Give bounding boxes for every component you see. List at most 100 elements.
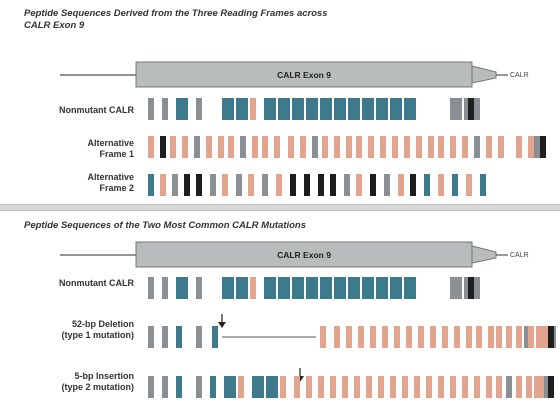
peptide-bar bbox=[474, 98, 480, 120]
peptide-bar bbox=[176, 277, 188, 299]
peptide-bar bbox=[464, 98, 470, 120]
peptide-bar bbox=[468, 277, 474, 299]
peptide-bar bbox=[290, 174, 296, 196]
panel-a-tail-label: CALR bbox=[510, 72, 529, 79]
peptide-bar bbox=[236, 98, 248, 120]
peptide-bar bbox=[378, 376, 384, 398]
peptide-bar bbox=[534, 376, 540, 398]
peptide-bar bbox=[196, 277, 202, 299]
panel-b-row2-label: 52-bp Deletion (type 1 mutation) bbox=[61, 319, 134, 340]
peptide-bar bbox=[536, 326, 542, 348]
peptide-bar bbox=[176, 326, 182, 348]
peptide-bar bbox=[362, 277, 374, 299]
peptide-bar bbox=[392, 136, 398, 158]
peptide-bar bbox=[376, 98, 388, 120]
peptide-bar bbox=[292, 277, 304, 299]
peptide-bar bbox=[288, 136, 294, 158]
peptide-bar bbox=[380, 136, 386, 158]
peptide-bar bbox=[238, 376, 244, 398]
peptide-bar bbox=[438, 174, 444, 196]
peptide-bar bbox=[524, 326, 530, 348]
peptide-bar bbox=[474, 376, 480, 398]
peptide-bar bbox=[394, 326, 400, 348]
peptide-bar bbox=[442, 326, 448, 348]
peptide-bar bbox=[148, 136, 154, 158]
peptide-bar bbox=[160, 136, 166, 158]
peptide-bar bbox=[148, 326, 154, 348]
peptide-bar bbox=[418, 326, 424, 348]
peptide-bar bbox=[548, 326, 554, 348]
peptide-bar bbox=[306, 376, 312, 398]
peptide-bar bbox=[222, 174, 228, 196]
peptide-bar bbox=[306, 277, 318, 299]
peptide-bar bbox=[224, 376, 236, 398]
peptide-bar bbox=[182, 136, 188, 158]
peptide-bar bbox=[540, 326, 546, 348]
peptide-bar bbox=[506, 376, 512, 398]
peptide-bar bbox=[346, 326, 352, 348]
peptide-bar bbox=[160, 174, 166, 196]
peptide-bar bbox=[304, 174, 310, 196]
peptide-bar bbox=[356, 136, 362, 158]
peptide-bar bbox=[312, 136, 318, 158]
peptide-bar bbox=[462, 136, 468, 158]
peptide-bar bbox=[366, 376, 372, 398]
peptide-bar bbox=[486, 136, 492, 158]
peptide-bar bbox=[250, 277, 256, 299]
peptide-bar bbox=[176, 376, 182, 398]
peptide-bar bbox=[334, 136, 340, 158]
panel-b-exon-label: CALR Exon 9 bbox=[277, 250, 331, 260]
peptide-bar bbox=[534, 136, 540, 158]
peptide-bar bbox=[318, 174, 324, 196]
panel-a-row3-label: Alternative Frame 2 bbox=[87, 172, 134, 193]
peptide-bar bbox=[456, 98, 462, 120]
panel-a-exon-box bbox=[135, 61, 473, 88]
peptide-bar bbox=[162, 98, 168, 120]
peptide-bar bbox=[450, 376, 456, 398]
peptide-bar bbox=[516, 136, 522, 158]
peptide-bar bbox=[398, 174, 404, 196]
peptide-bar bbox=[430, 326, 436, 348]
peptide-bar bbox=[480, 174, 486, 196]
peptide-bar bbox=[438, 136, 444, 158]
peptide-bar bbox=[322, 136, 328, 158]
peptide-bar bbox=[330, 174, 336, 196]
peptide-bar bbox=[348, 98, 360, 120]
peptide-bar bbox=[516, 326, 522, 348]
panel-a-row2-label: Alternative Frame 1 bbox=[87, 138, 134, 159]
peptide-bar bbox=[466, 326, 472, 348]
peptide-bars bbox=[148, 98, 556, 398]
peptide-bar bbox=[184, 174, 190, 196]
peptide-bar bbox=[148, 174, 154, 196]
peptide-bar bbox=[206, 136, 212, 158]
peptide-bar bbox=[428, 136, 434, 158]
peptide-bar bbox=[390, 376, 396, 398]
peptide-bar bbox=[196, 326, 202, 348]
peptide-bar bbox=[410, 174, 416, 196]
panel-divider bbox=[0, 204, 560, 211]
panel-a-title: Peptide Sequences Derived from the Three… bbox=[24, 8, 328, 31]
peptide-bar bbox=[222, 98, 234, 120]
peptide-bar bbox=[506, 326, 512, 348]
peptide-bar bbox=[426, 376, 432, 398]
peptide-bar bbox=[330, 376, 336, 398]
peptide-bar bbox=[456, 277, 462, 299]
peptide-bar bbox=[278, 98, 290, 120]
peptide-bar bbox=[348, 277, 360, 299]
peptide-bar bbox=[356, 174, 362, 196]
peptide-bar bbox=[320, 277, 332, 299]
peptide-bar bbox=[346, 136, 352, 158]
peptide-bar bbox=[488, 326, 494, 348]
peptide-bar bbox=[162, 326, 168, 348]
peptide-bar bbox=[274, 136, 280, 158]
peptide-bar bbox=[402, 376, 408, 398]
peptide-bar bbox=[462, 376, 468, 398]
peptide-bar bbox=[162, 277, 168, 299]
peptide-bar bbox=[450, 98, 456, 120]
panel-b-title: Peptide Sequences of the Two Most Common… bbox=[24, 220, 307, 231]
panel-b-tail-label: CALR bbox=[510, 252, 529, 259]
peptide-bar bbox=[454, 326, 460, 348]
peptide-bar bbox=[222, 277, 234, 299]
peptide-bar bbox=[528, 326, 534, 348]
